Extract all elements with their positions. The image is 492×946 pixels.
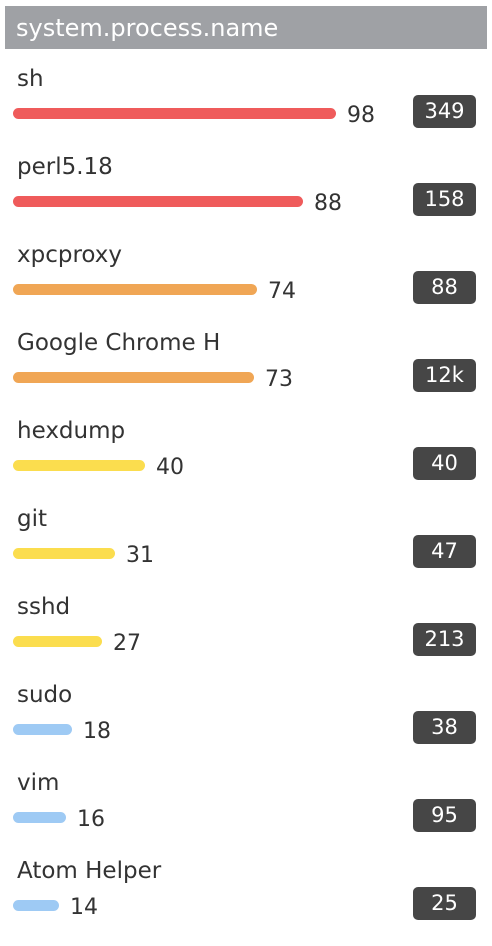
bar-row[interactable]: perl5.18 88 158 — [0, 154, 492, 242]
count-badge: 12k — [413, 359, 476, 392]
bar — [13, 108, 336, 119]
bar-label: sshd — [17, 594, 70, 620]
bar — [13, 460, 145, 471]
bar-row[interactable]: sudo 18 38 — [0, 682, 492, 770]
bar — [13, 372, 254, 383]
bar-value-label: 18 — [83, 719, 111, 745]
bar — [13, 724, 72, 735]
bar — [13, 548, 115, 559]
bar-list: sh 98 349 perl5.18 88 158 xpcproxy 74 88 Google C… — [0, 0, 492, 927]
bar-value-label: 40 — [156, 455, 184, 481]
bar-row[interactable]: xpcproxy 74 88 — [0, 242, 492, 330]
bar — [13, 900, 59, 911]
count-badge: 349 — [413, 95, 476, 128]
count-badge: 88 — [413, 271, 476, 304]
bar-row[interactable]: vim 16 95 — [0, 770, 492, 858]
bar-label: vim — [17, 770, 59, 796]
count-badge: 47 — [413, 535, 476, 568]
bar-row[interactable]: sh 98 349 — [0, 66, 492, 154]
bar-value-label: 31 — [126, 543, 154, 569]
count-badge: 95 — [413, 799, 476, 832]
bar-row[interactable]: git 31 47 — [0, 506, 492, 594]
bar-label: Google Chrome H — [17, 330, 220, 356]
bar — [13, 636, 102, 647]
bar-value-label: 74 — [268, 279, 296, 305]
bar-value-label: 16 — [77, 807, 105, 833]
count-badge: 158 — [413, 183, 476, 216]
bar — [13, 284, 257, 295]
bar — [13, 196, 303, 207]
bar — [13, 812, 66, 823]
bar-label: xpcproxy — [17, 242, 122, 268]
bar-value-label: 14 — [70, 895, 98, 921]
count-badge: 213 — [413, 623, 476, 656]
bar-label: sudo — [17, 682, 72, 708]
bar-label: hexdump — [17, 418, 125, 444]
bar-row[interactable]: hexdump 40 40 — [0, 418, 492, 506]
bar-label: Atom Helper — [17, 858, 161, 884]
bar-value-label: 27 — [113, 631, 141, 657]
bar-value-label: 73 — [265, 367, 293, 393]
count-badge: 38 — [413, 711, 476, 744]
bar-row[interactable]: Atom Helper 14 25 — [0, 858, 492, 946]
bar-value-label: 88 — [314, 191, 342, 217]
bar-label: perl5.18 — [17, 154, 113, 180]
bar-row[interactable]: sshd 27 213 — [0, 594, 492, 682]
bar-row[interactable]: Google Chrome H 73 12k — [0, 330, 492, 418]
count-badge: 25 — [413, 887, 476, 920]
count-badge: 40 — [413, 447, 476, 480]
bar-value-label: 98 — [347, 103, 375, 129]
bar-label: git — [17, 506, 47, 532]
bar-label: sh — [17, 66, 44, 92]
